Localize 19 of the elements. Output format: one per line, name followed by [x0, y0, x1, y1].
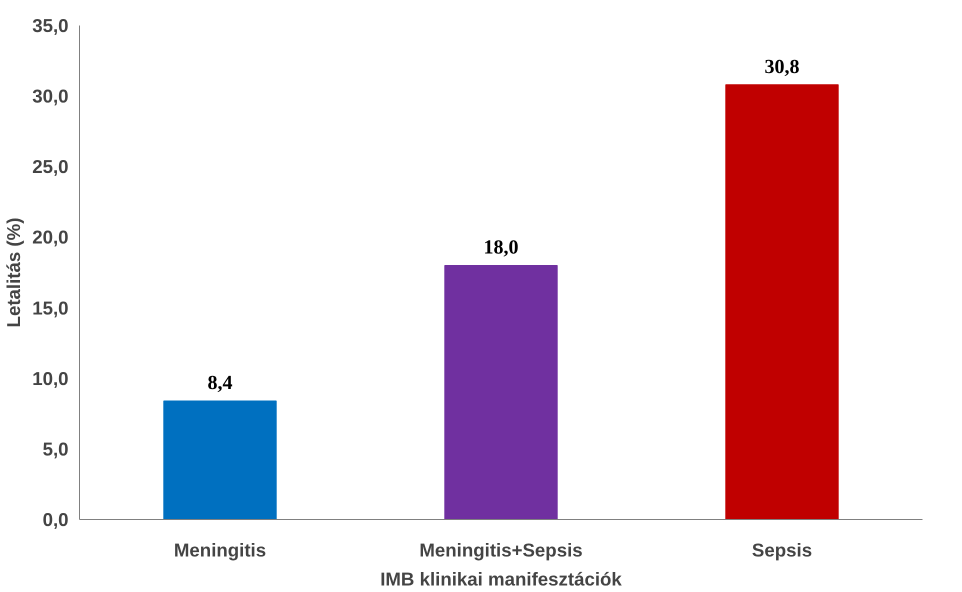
- bar: [444, 264, 558, 520]
- x-axis-title: IMB klinikai manifesztációk: [380, 568, 622, 590]
- y-tick-label: 30,0: [32, 86, 68, 107]
- y-tick-label: 15,0: [32, 297, 68, 318]
- x-tick-label: Meningitis: [174, 540, 266, 560]
- bar: [163, 400, 277, 520]
- data-label: 18,0: [484, 236, 518, 258]
- y-tick-label: 0,0: [42, 509, 69, 530]
- bar: [725, 84, 839, 520]
- data-label: 8,4: [208, 372, 232, 394]
- y-axis-title: Letalitás (%): [3, 218, 24, 328]
- data-label: 30,8: [764, 56, 800, 78]
- y-tick-label: 5,0: [42, 438, 69, 460]
- x-tick-label: Sepsis: [752, 540, 812, 560]
- y-tick-label: 25,0: [32, 156, 68, 178]
- y-tick-label: 10,0: [32, 368, 68, 389]
- y-tick-label: 35,0: [32, 15, 68, 36]
- x-tick-label: Meningitis+Sepsis: [419, 540, 583, 560]
- y-tick-label: 20,0: [32, 226, 68, 248]
